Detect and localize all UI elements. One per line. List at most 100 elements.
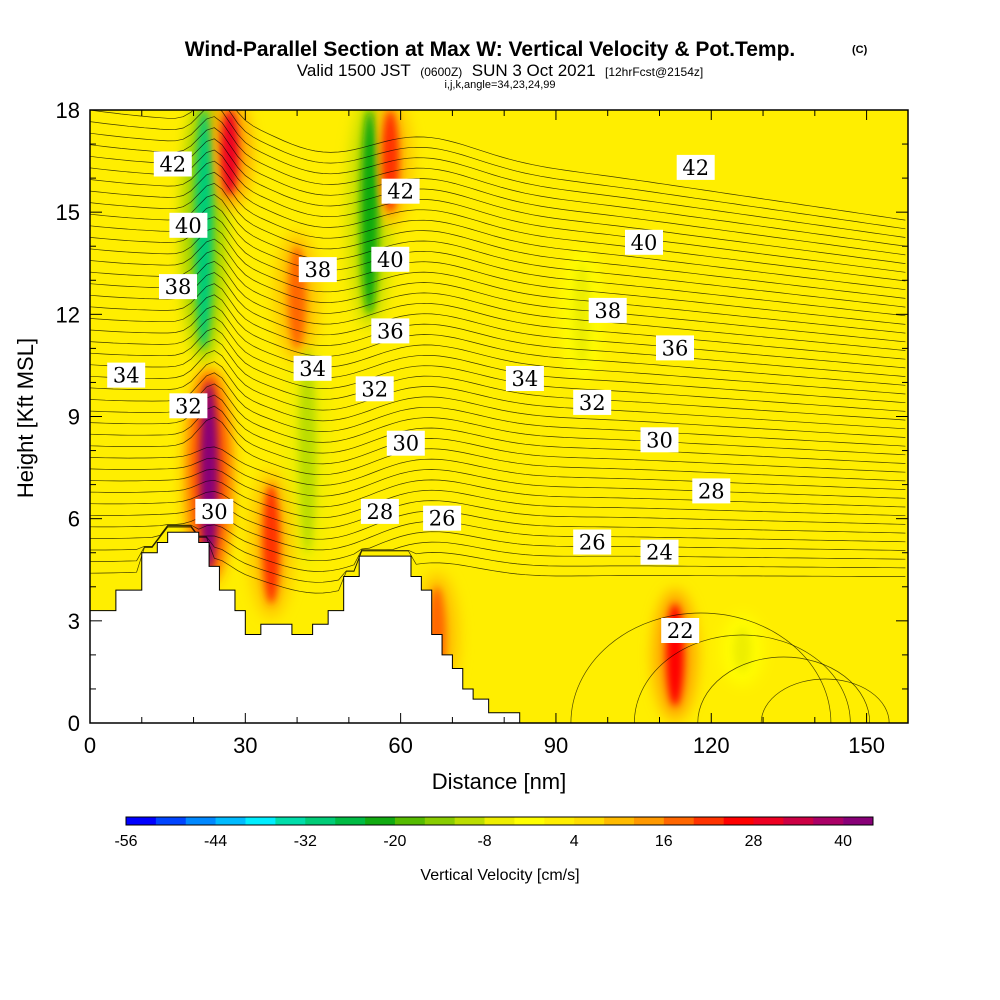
colorbar-swatch <box>335 817 366 825</box>
contour-label-box <box>423 505 462 531</box>
contour-label-text: 30 <box>392 432 419 456</box>
contour-label: 34 <box>505 366 544 391</box>
isentrope-line <box>90 205 906 317</box>
colorbar-swatch <box>245 817 276 825</box>
contour-label-box <box>195 498 234 524</box>
contour-label-box <box>386 430 425 456</box>
isentrope-line <box>90 160 906 282</box>
contour-label-text: 30 <box>646 428 673 452</box>
isentrope-line <box>90 171 906 291</box>
isentrope-line <box>90 194 906 308</box>
colorbar-swatch <box>394 817 426 825</box>
colorbar-swatch <box>574 817 605 825</box>
contour-label-box <box>371 318 410 344</box>
contour-label-box <box>169 212 208 238</box>
contour-label-text: 40 <box>175 214 202 238</box>
colorbar-swatch <box>813 817 844 825</box>
contour-label-text: 22 <box>667 619 694 643</box>
contour-label-box <box>355 376 394 402</box>
contour-label-text: 38 <box>304 258 331 282</box>
isentrope-line <box>90 305 906 395</box>
contour-label: 32 <box>355 376 394 402</box>
isentrope-line <box>90 216 906 325</box>
contour-label: 26 <box>423 505 462 531</box>
downdraft-band-1 <box>298 348 317 553</box>
isentrope-line <box>570 612 832 723</box>
contour-label: 42 <box>153 151 192 177</box>
contour-label-box <box>371 246 410 272</box>
contour-label: 28 <box>692 478 731 504</box>
contour-label-box <box>293 355 332 381</box>
contour-label-text: 36 <box>377 319 404 343</box>
contour-label-text: 38 <box>165 275 192 299</box>
colorbar-tick-label: -56 <box>114 833 137 850</box>
isentrope-line <box>90 524 906 562</box>
isentrope-line <box>90 526 906 594</box>
contour-label: 22 <box>661 618 700 643</box>
colorbar-swatch <box>155 817 187 825</box>
chart-title: Wind-Parallel Section at Max W: Vertical… <box>185 38 796 61</box>
colorbar-tick-label: -20 <box>383 833 406 850</box>
contour-label-box <box>169 393 208 419</box>
isentrope-line <box>633 634 851 723</box>
colorbar-swatch <box>693 817 724 825</box>
x-tick-label: 60 <box>388 733 412 758</box>
contour-label-box <box>640 539 679 565</box>
colorbar-swatch <box>843 817 874 825</box>
isentrope-line <box>90 272 906 369</box>
contour-label-text: 34 <box>113 364 140 388</box>
contour-label-text: 26 <box>429 507 456 531</box>
subtitle-forecast: [12hrFcst@2154z] <box>605 65 703 79</box>
contour-label-text: 42 <box>682 156 709 180</box>
isentrope-line <box>90 350 906 430</box>
contour-label-box <box>640 427 679 453</box>
isentrope-line <box>90 127 906 256</box>
isentrope-line <box>90 491 906 529</box>
isentrope-line <box>90 294 906 386</box>
isentrope-line <box>90 383 906 456</box>
contour-label-text: 26 <box>579 531 606 555</box>
contour-label-text: 32 <box>361 377 388 401</box>
colorbar-swatch <box>604 817 635 825</box>
downdraft-band-4 <box>733 627 752 672</box>
y-axis-label: Height [Kft MSL] <box>13 338 38 498</box>
colorbar-swatch <box>215 817 246 825</box>
contour-label-text: 34 <box>299 357 326 381</box>
contour-label: 24 <box>640 539 679 565</box>
isentrope-line <box>90 116 906 247</box>
isentrope-line <box>90 261 906 360</box>
grid-info: i,j,k,angle=34,23,24,99 <box>444 79 555 91</box>
colorbar-tick-label: 4 <box>570 833 579 850</box>
contour-label-text: 24 <box>646 541 673 565</box>
contour-label-text: 42 <box>387 180 414 204</box>
isentrope-line <box>90 338 906 421</box>
isentrope-line <box>90 316 906 404</box>
isentrope-line <box>90 183 906 299</box>
chart-subtitle: Valid 1500 JST (0600Z) SUN 3 Oct 2021 [1… <box>297 61 703 80</box>
contour-label: 28 <box>360 498 399 524</box>
colorbar-swatch <box>185 817 216 825</box>
isentrope-line <box>760 678 890 723</box>
x-tick-label: 0 <box>84 733 96 758</box>
colorbar-swatch <box>783 817 814 825</box>
colorbar-swatch <box>365 817 396 825</box>
isentrope-line <box>90 372 906 447</box>
contour-label-text: 40 <box>377 248 404 272</box>
contour-label-text: 28 <box>698 479 725 503</box>
contour-label: 42 <box>381 178 420 204</box>
y-tick-label: 9 <box>68 405 80 430</box>
isentrope-line <box>90 149 906 273</box>
contour-label-text: 28 <box>367 500 394 524</box>
contour-label-box <box>676 154 715 180</box>
colorbar-tick-label: 16 <box>655 833 673 850</box>
copyright-mark: (C) <box>852 44 868 56</box>
isentrope-line <box>697 656 871 723</box>
colorbar-swatch <box>544 817 575 825</box>
contour-label-box <box>153 151 192 177</box>
contour-label: 38 <box>298 257 337 283</box>
contour-label-box <box>625 229 663 255</box>
subtitle-date: SUN 3 Oct 2021 <box>472 61 596 80</box>
y-tick-label: 15 <box>56 200 80 225</box>
contour-label-text: 36 <box>662 336 689 360</box>
